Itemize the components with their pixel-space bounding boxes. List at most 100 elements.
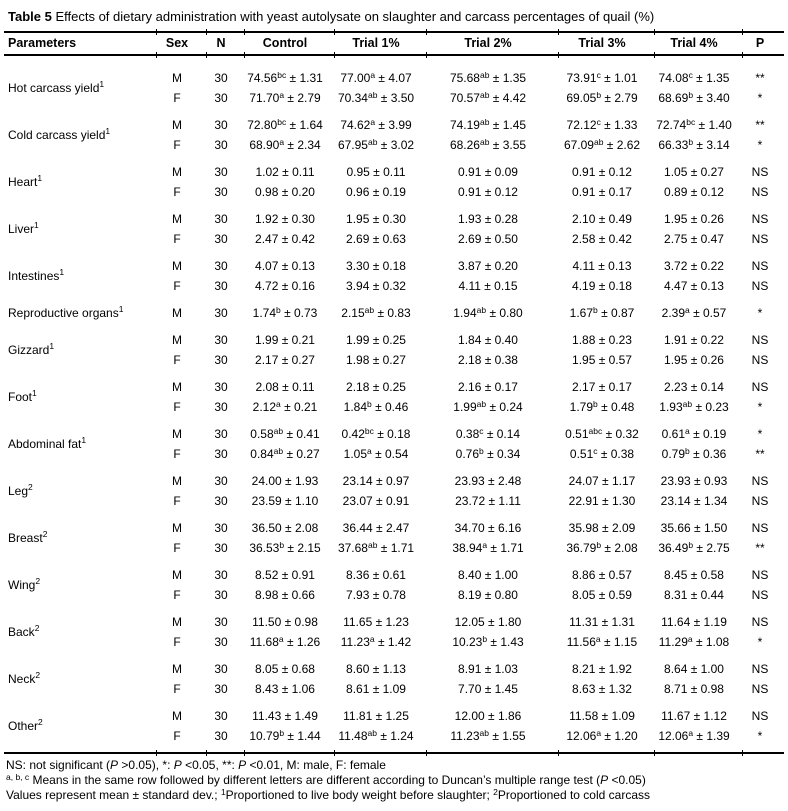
table-row: F 30 2.17 ± 0.27 1.98 ± 0.27 2.18 ± 0.38 1.95… <box>152 350 782 370</box>
sex-cell: M <box>172 474 182 488</box>
sex-cell: M <box>172 306 182 320</box>
column-header-trial-4: Trial 4% <box>670 36 718 50</box>
n-cell: 30 <box>214 662 228 676</box>
table-row: M 30 1.02 ± 0.11 0.95 ± 0.11 0.91 ± 0.09 0.91… <box>152 162 782 182</box>
value-cell: 11.29a ± 1.08 <box>658 634 730 649</box>
value-cell: 7.70 ± 1.45 <box>458 682 518 696</box>
row-group: Neck 2 M 30 8.05 ± 0.68 8.60 ± 1.13 8.91 ± 1.0… <box>6 659 782 699</box>
value-cell: 1.95 ± 0.26 <box>664 212 724 226</box>
value-cell: 8.63 ± 1.32 <box>572 682 632 696</box>
p-value-cell: NS <box>751 232 769 246</box>
table-row: M 30 1.74b ± 0.73 2.15ab ± 0.83 1.94ab ± 0.8… <box>152 303 782 323</box>
column-tick <box>206 29 207 35</box>
row-group: Other 2 M 30 11.43 ± 1.49 11.81 ± 1.25 12.00 ±… <box>6 706 782 746</box>
value-cell: 11.81 ± 1.25 <box>343 709 409 723</box>
sex-cell: M <box>172 165 182 179</box>
value-cell: 0.89 ± 0.12 <box>664 185 724 199</box>
value-cell: 1.05 ± 0.27 <box>664 165 724 179</box>
sex-cell: F <box>173 494 181 508</box>
n-cell: 30 <box>214 541 228 555</box>
table-row: M 30 0.58ab ± 0.41 0.42bc ± 0.18 0.38c ± 0.1… <box>152 424 782 444</box>
value-cell: 8.36 ± 0.61 <box>346 568 406 582</box>
value-cell: 2.08 ± 0.11 <box>255 380 315 394</box>
n-cell: 30 <box>214 380 228 394</box>
n-cell: 30 <box>214 232 228 246</box>
sex-cell: F <box>173 185 181 199</box>
n-cell: 30 <box>214 185 228 199</box>
n-cell: 30 <box>214 71 228 85</box>
sex-cell: M <box>172 380 182 394</box>
row-group: Back 2 M 30 11.50 ± 0.98 11.65 ± 1.23 12.05 ± … <box>6 612 782 652</box>
table-row: F 30 10.79b ± 1.44 11.48ab ± 1.24 11.23ab ± … <box>152 726 782 746</box>
value-cell: 11.56a ± 1.15 <box>566 634 638 649</box>
footnotes: NS: not significant (P >0.05), *: P <0.0… <box>6 754 782 803</box>
value-cell: 2.15ab ± 0.83 <box>341 305 411 320</box>
value-cell: 37.68ab ± 1.71 <box>337 540 415 555</box>
row-set: M 30 74.56bc ± 1.31 77.00a ± 4.07 75.68ab ± … <box>152 68 782 108</box>
column-tick <box>654 750 655 756</box>
value-cell: 8.21 ± 1.92 <box>572 662 632 676</box>
p-value-cell: NS <box>751 212 769 226</box>
p-value-cell: NS <box>751 568 769 582</box>
param-cell: Wing 2 <box>8 576 41 592</box>
row-set: M 30 0.58ab ± 0.41 0.42bc ± 0.18 0.38c ± 0.1… <box>152 424 782 464</box>
value-cell: 0.61a ± 0.19 <box>661 426 727 441</box>
row-set: M 30 1.99 ± 0.21 1.99 ± 0.25 1.84 ± 0.40 1.88… <box>152 330 782 370</box>
n-cell: 30 <box>214 635 228 649</box>
value-cell: 8.86 ± 0.57 <box>572 568 632 582</box>
table-row: F 30 8.43 ± 1.06 8.61 ± 1.09 7.70 ± 1.45 8.63… <box>152 679 782 699</box>
caption-text: Effects of dietary administration with y… <box>51 9 655 24</box>
value-cell: 23.72 ± 1.11 <box>455 494 521 508</box>
p-value-cell: NS <box>751 682 769 696</box>
footnote-line: Values represent mean ± standard dev.; 1… <box>6 787 650 802</box>
value-cell: 8.98 ± 0.66 <box>255 588 315 602</box>
row-group: Wing 2 M 30 8.52 ± 0.91 8.36 ± 0.61 8.40 ± 1.0… <box>6 565 782 605</box>
value-cell: 0.58ab ± 0.41 <box>250 426 320 441</box>
p-value-cell: NS <box>751 494 769 508</box>
value-cell: 35.98 ± 2.09 <box>568 521 636 535</box>
sex-cell: M <box>172 333 182 347</box>
table-row: F 30 2.12a ± 0.21 1.84b ± 0.46 1.99ab ± 0.24… <box>152 397 782 417</box>
n-cell: 30 <box>214 427 228 441</box>
value-cell: 0.96 ± 0.19 <box>346 185 406 199</box>
n-cell: 30 <box>214 306 228 320</box>
value-cell: 1.67b ± 0.87 <box>569 305 635 320</box>
value-cell: 2.69 ± 0.50 <box>458 232 518 246</box>
table-row: M 30 8.05 ± 0.68 8.60 ± 1.13 8.91 ± 1.03 8.21… <box>152 659 782 679</box>
row-set: M 30 36.50 ± 2.08 36.44 ± 2.47 34.70 ± 6.16 3… <box>152 518 782 558</box>
p-value-cell: NS <box>751 474 769 488</box>
row-group: Foot 1 M 30 2.08 ± 0.11 2.18 ± 0.25 2.16 ± 0.1… <box>6 377 782 417</box>
param-cell: Liver 1 <box>8 220 39 236</box>
column-tick <box>244 52 245 58</box>
value-cell: 2.10 ± 0.49 <box>572 212 632 226</box>
value-cell: 0.91 ± 0.17 <box>572 185 632 199</box>
value-cell: 23.59 ± 1.10 <box>251 494 319 508</box>
row-set: M 30 1.74b ± 0.73 2.15ab ± 0.83 1.94ab ± 0.8… <box>152 303 782 323</box>
value-cell: 3.30 ± 0.18 <box>346 259 406 273</box>
value-cell: 75.68ab ± 1.35 <box>449 70 527 85</box>
value-cell: 0.42bc ± 0.18 <box>341 426 411 441</box>
row-group: Leg 2 M 30 24.00 ± 1.93 23.14 ± 0.97 23.93 ± 2… <box>6 471 782 511</box>
value-cell: 1.99 ± 0.21 <box>255 333 315 347</box>
value-cell: 4.47 ± 0.13 <box>664 279 724 293</box>
row-group: Reproductive organs 1 M 30 1.74b ± 0.73 2.15a… <box>6 303 782 323</box>
value-cell: 0.51c ± 0.38 <box>569 446 635 461</box>
column-tick <box>654 29 655 35</box>
value-cell: 8.05 ± 0.59 <box>572 588 632 602</box>
value-cell: 0.95 ± 0.11 <box>346 165 406 179</box>
table-row: F 30 2.47 ± 0.42 2.69 ± 0.63 2.69 ± 0.50 2.58… <box>152 229 782 249</box>
value-cell: 11.23ab ± 1.55 <box>450 728 526 743</box>
value-cell: 12.06a ± 1.39 <box>658 728 730 743</box>
value-cell: 72.80bc ± 1.64 <box>247 117 323 132</box>
value-cell: 11.31 ± 1.31 <box>569 615 635 629</box>
value-cell: 1.95 ± 0.26 <box>664 353 724 367</box>
value-cell: 0.84ab ± 0.27 <box>250 446 320 461</box>
n-cell: 30 <box>214 279 228 293</box>
row-set: M 30 2.08 ± 0.11 2.18 ± 0.25 2.16 ± 0.17 2.17… <box>152 377 782 417</box>
column-tick <box>156 29 157 35</box>
column-header-n: N <box>216 36 226 50</box>
value-cell: 8.91 ± 1.03 <box>458 662 518 676</box>
sex-cell: F <box>173 682 181 696</box>
value-cell: 23.14 ± 1.34 <box>660 494 728 508</box>
param-cell: Hot carcass yield 1 <box>8 79 105 95</box>
